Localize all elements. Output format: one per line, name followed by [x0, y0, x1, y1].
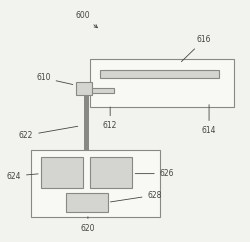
Bar	[90, 157, 132, 188]
Bar	[41, 157, 83, 188]
Bar	[66, 193, 108, 212]
Bar	[76, 82, 92, 95]
Text: 622: 622	[19, 126, 78, 140]
Bar	[92, 88, 114, 93]
Text: 614: 614	[202, 105, 216, 135]
Text: 624: 624	[6, 172, 38, 181]
Text: 600: 600	[76, 11, 98, 28]
Text: 616: 616	[182, 35, 211, 62]
Text: 612: 612	[103, 107, 117, 130]
Bar	[31, 150, 160, 217]
Bar	[84, 95, 89, 150]
Bar	[100, 69, 219, 78]
Text: 626: 626	[135, 169, 174, 178]
Text: 610: 610	[36, 73, 73, 84]
Bar	[90, 59, 234, 107]
Text: 628: 628	[110, 191, 162, 202]
Text: 620: 620	[81, 217, 95, 233]
